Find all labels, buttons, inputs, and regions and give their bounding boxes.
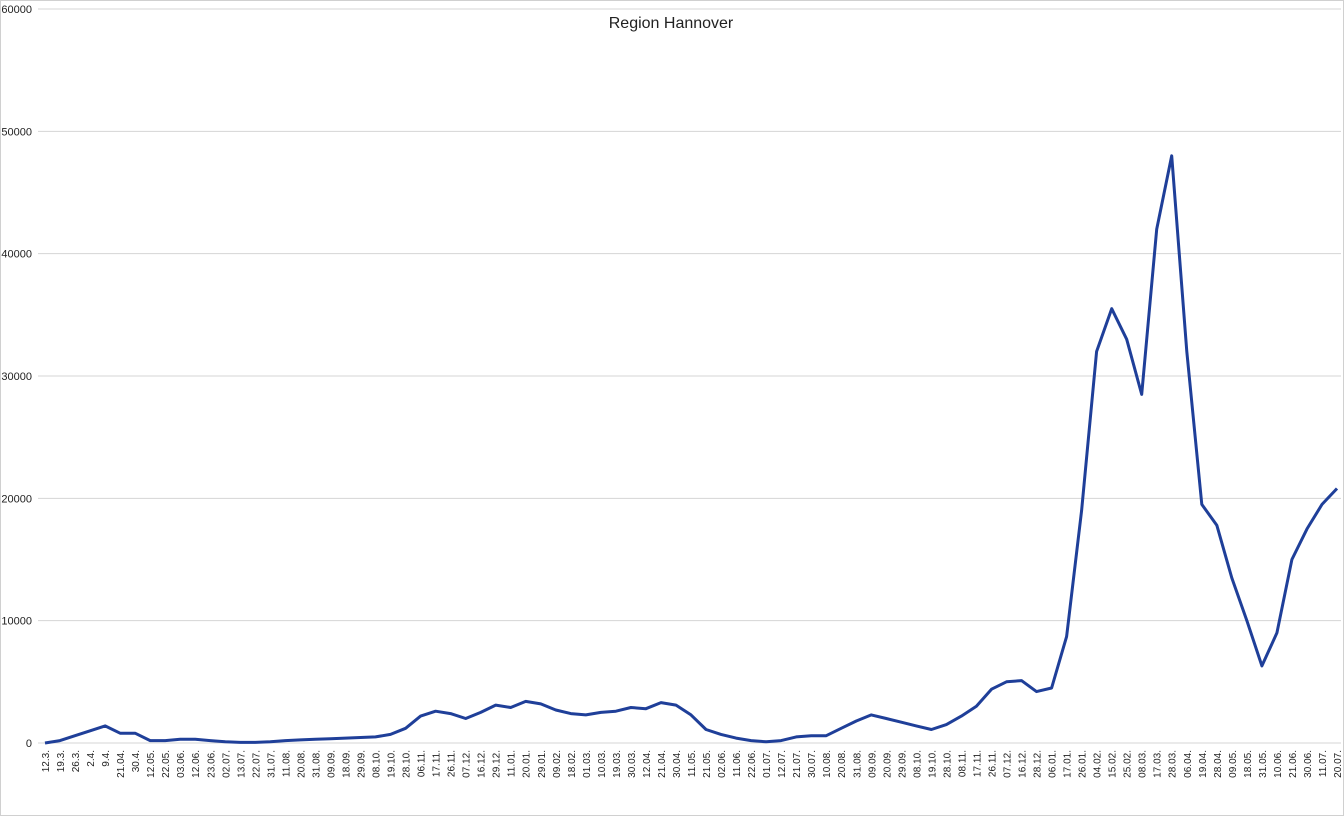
x-tick-label: 12.06. — [191, 750, 202, 778]
x-tick-label: 11.05. — [687, 750, 698, 777]
x-tick-label: 28.04. — [1213, 750, 1224, 778]
x-tick-label: 01.07. — [762, 750, 773, 778]
x-tick-label: 16.12. — [477, 750, 488, 778]
x-tick-label: 06.04. — [1183, 750, 1194, 778]
y-tick-label: 40000 — [1, 249, 32, 261]
x-tick-label: 28.10. — [402, 750, 413, 778]
x-tick-label: 17.11. — [432, 750, 443, 777]
x-tick-label: 30.4. — [131, 750, 142, 772]
x-tick-label: 20.09. — [882, 750, 893, 778]
x-tick-label: 07.12. — [462, 750, 473, 778]
x-tick-label: 09.09. — [867, 750, 878, 778]
x-tick-label: 30.04. — [672, 750, 683, 778]
x-tick-label: 11.08. — [281, 750, 292, 777]
x-tick-label: 15.02. — [1108, 750, 1119, 778]
x-tick-label: 21.05. — [702, 750, 713, 778]
x-tick-label: 06.11. — [417, 750, 428, 777]
x-tick-label: 29.01. — [537, 750, 548, 778]
x-tick-label: 29.09. — [897, 750, 908, 778]
chart-title: Region Hannover — [609, 15, 734, 32]
x-tick-label: 19.03. — [612, 750, 623, 778]
x-tick-label: 08.03. — [1138, 750, 1149, 778]
x-tick-label: 10.03. — [597, 750, 608, 778]
x-tick-label: 30.06. — [1303, 750, 1314, 778]
x-tick-label: 31.05. — [1258, 750, 1269, 778]
x-tick-label: 25.02. — [1123, 750, 1134, 778]
x-tick-label: 08.11. — [957, 750, 968, 777]
x-tick-label: 19.04. — [1198, 750, 1209, 778]
y-tick-label: 0 — [26, 738, 32, 750]
x-tick-label: 19.3. — [56, 750, 67, 772]
x-tick-label: 09.05. — [1228, 750, 1239, 778]
x-tick-label: 17.11. — [972, 750, 983, 777]
x-tick-label: 20.01. — [522, 750, 533, 778]
x-tick-label: 31.08. — [852, 750, 863, 778]
x-tick-label: 09.09. — [326, 750, 337, 778]
x-tick-label: 18.05. — [1243, 750, 1254, 778]
x-tick-label: 10.06. — [1273, 750, 1284, 778]
x-tick-label: 9.4. — [101, 750, 112, 767]
x-tick-label: 04.02. — [1093, 750, 1104, 778]
x-tick-label: 08.10. — [372, 750, 383, 778]
x-tick-label: 18.02. — [567, 750, 578, 778]
x-tick-label: 17.03. — [1153, 750, 1164, 778]
x-tick-label: 18.09. — [341, 750, 352, 778]
x-tick-label: 20.08. — [837, 750, 848, 778]
x-tick-label: 16.12. — [1018, 750, 1029, 778]
y-tick-label: 50000 — [1, 126, 32, 138]
x-tick-label: 22.07. — [251, 750, 262, 778]
x-tick-label: 21.04. — [657, 750, 668, 778]
x-tick-label: 22.06. — [747, 750, 758, 778]
x-tick-label: 26.01. — [1078, 750, 1089, 778]
x-tick-label: 11.06. — [732, 750, 743, 777]
x-tick-label: 26.11. — [447, 750, 458, 777]
x-tick-label: 10.08. — [822, 750, 833, 778]
x-tick-label: 30.03. — [627, 750, 638, 778]
y-tick-label: 10000 — [1, 616, 32, 628]
x-tick-label: 23.06. — [206, 750, 217, 778]
x-tick-label: 13.07. — [236, 750, 247, 778]
x-tick-label: 20.07. — [1333, 750, 1344, 778]
x-tick-label: 26.3. — [71, 750, 82, 772]
x-tick-label: 08.10. — [912, 750, 923, 778]
x-tick-label: 28.10. — [942, 750, 953, 778]
x-tick-label: 22.05. — [161, 750, 172, 778]
x-tick-label: 03.06. — [176, 750, 187, 778]
x-tick-label: 12.3. — [41, 750, 52, 772]
x-tick-label: 07.12. — [1002, 750, 1013, 778]
x-tick-label: 2.4. — [86, 750, 97, 767]
x-tick-label: 09.02. — [552, 750, 563, 778]
x-tick-label: 19.10. — [387, 750, 398, 778]
data-line — [44, 154, 1339, 745]
x-tick-label: 28.12. — [1033, 750, 1044, 778]
x-tick-label: 11.01. — [507, 750, 518, 777]
x-tick-label: 31.07. — [266, 750, 277, 778]
x-tick-label: 11.07. — [1318, 750, 1329, 777]
x-tick-label: 06.01. — [1048, 750, 1059, 778]
x-tick-label: 17.01. — [1063, 750, 1074, 778]
x-tick-label: 26.11. — [987, 750, 998, 777]
x-tick-label: 28.03. — [1168, 750, 1179, 778]
x-tick-label: 12.07. — [777, 750, 788, 778]
y-tick-label: 60000 — [1, 4, 32, 16]
x-tick-label: 12.05. — [146, 750, 157, 778]
x-tick-label: 21.04. — [116, 750, 127, 778]
x-tick-label: 02.06. — [717, 750, 728, 778]
x-tick-label: 21.06. — [1288, 750, 1299, 778]
x-tick-label: 31.08. — [311, 750, 322, 778]
x-tick-label: 02.07. — [221, 750, 232, 778]
x-tick-label: 29.12. — [492, 750, 503, 778]
x-tick-label: 20.08. — [296, 750, 307, 778]
x-tick-label: 19.10. — [927, 750, 938, 778]
y-tick-label: 30000 — [1, 371, 32, 383]
x-tick-label: 21.07. — [792, 750, 803, 778]
x-tick-label: 30.07. — [807, 750, 818, 778]
x-tick-label: 29.09. — [356, 750, 367, 778]
y-tick-label: 20000 — [1, 493, 32, 505]
x-tick-label: 01.03. — [582, 750, 593, 778]
x-tick-label: 12.04. — [642, 750, 653, 778]
